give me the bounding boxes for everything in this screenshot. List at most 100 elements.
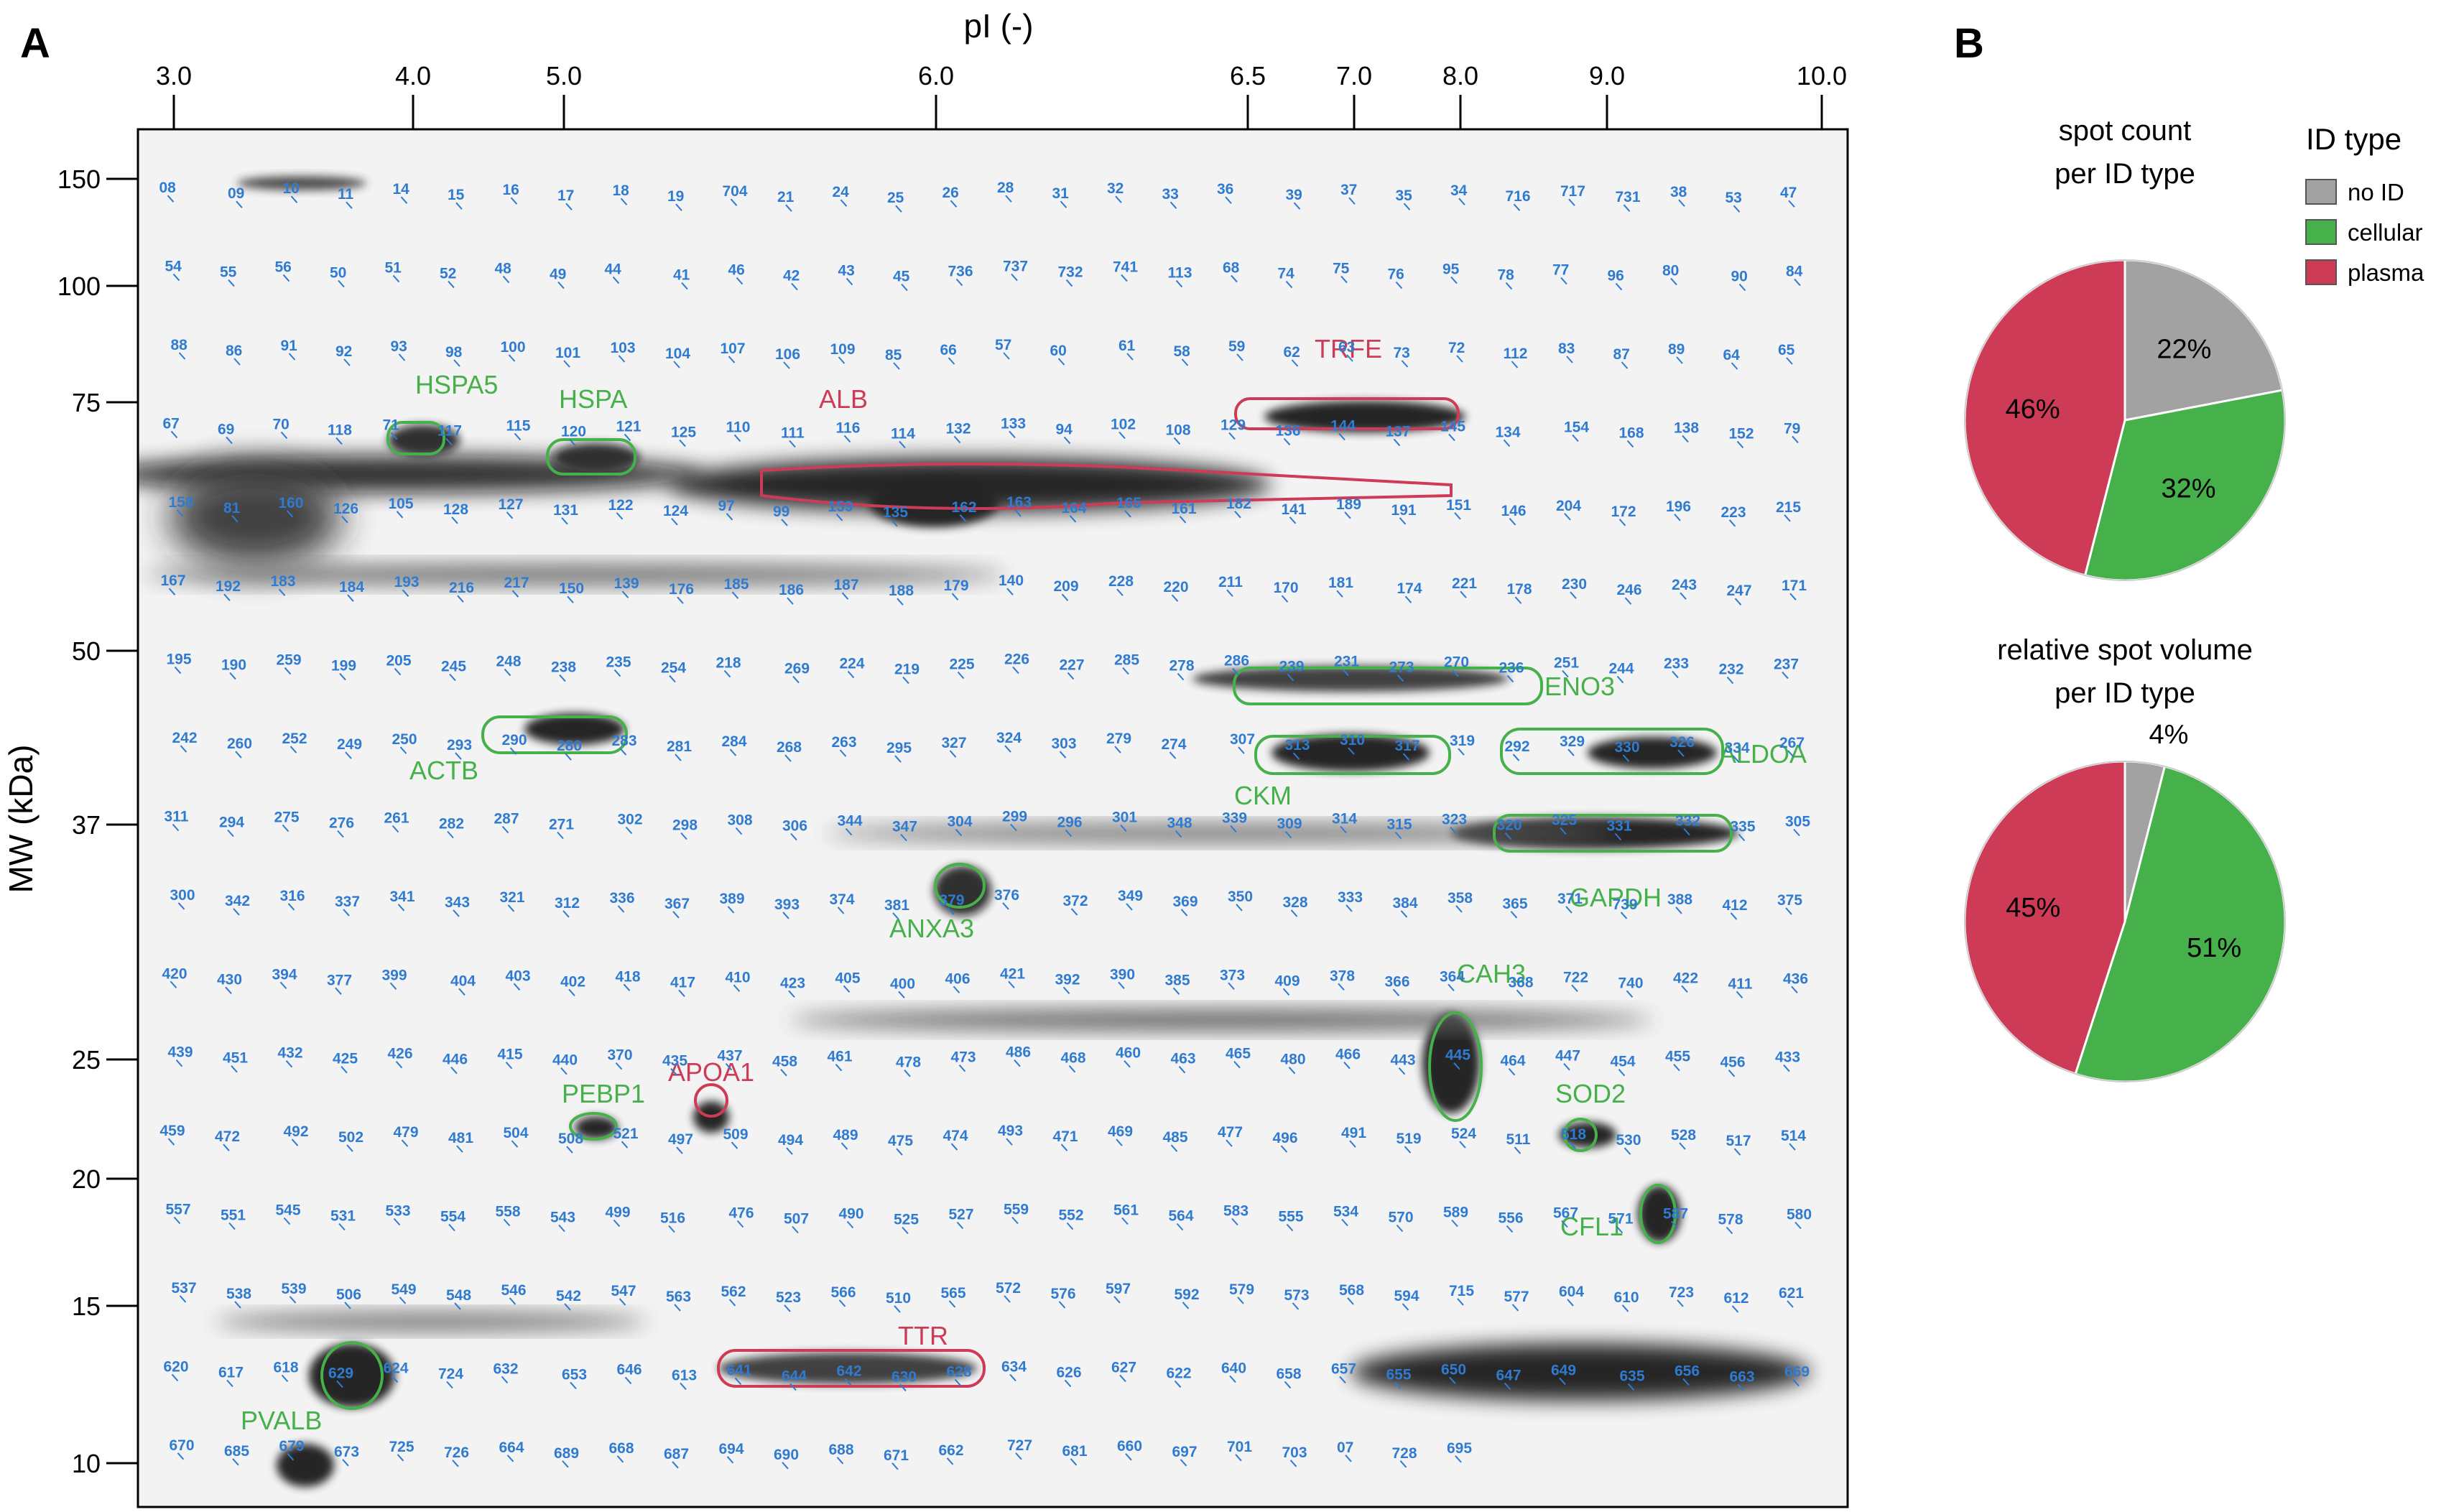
spot-label: 349 (1118, 888, 1143, 904)
spot-arrow (392, 825, 399, 833)
spot-label: 306 (782, 818, 807, 835)
spot-label: 622 (1167, 1365, 1192, 1381)
spot-arrow (1345, 1455, 1352, 1462)
spot-label: 204 (1556, 498, 1581, 514)
spot-arrow (563, 360, 570, 368)
spot-arrow (569, 438, 576, 447)
y-tick-label: 150 (57, 164, 101, 194)
spot-label: 38 (1670, 184, 1687, 200)
spot-arrow (1572, 434, 1579, 442)
spot-label: 25 (887, 190, 904, 206)
spot-arrow (681, 282, 688, 290)
protein-label-eno3: ENO3 (1544, 672, 1615, 701)
spot-label: 17 (557, 187, 574, 204)
legend-swatch-cellular (2305, 219, 2337, 245)
x-tick-label: 6.5 (1230, 61, 1266, 91)
spot-arrow (1563, 1063, 1570, 1071)
spot-label: 296 (1057, 815, 1083, 831)
gel-band (144, 565, 1006, 585)
spot-label: 64 (1723, 347, 1741, 363)
spot-arrow (1569, 1141, 1576, 1149)
spot-label: 451 (223, 1050, 248, 1067)
spot-label: 336 (610, 890, 635, 906)
spot-arrow (1450, 276, 1458, 284)
spot-label: 205 (386, 653, 412, 669)
spot-arrow (1002, 902, 1009, 910)
y-tick-label: 100 (57, 272, 101, 301)
spot-arrow (1176, 1223, 1184, 1231)
eno3-outline (1233, 667, 1543, 705)
spot-arrow (176, 509, 184, 517)
spot-arrow (904, 1070, 911, 1077)
spot-arrow (336, 1380, 343, 1388)
spot-label: 393 (774, 896, 800, 913)
protein-label-aldoa: ALDOA (1719, 739, 1807, 769)
spot-arrow (901, 283, 908, 292)
spot-arrow (1238, 746, 1245, 754)
spot-arrow (1009, 1373, 1016, 1382)
spot-label: 344 (838, 813, 863, 830)
spot-label: 524 (1451, 1126, 1476, 1142)
spot-arrow (723, 669, 731, 678)
spot-arrow (1726, 676, 1734, 685)
spot-label: 33 (1162, 186, 1179, 203)
spot-arrow (510, 197, 518, 205)
spot-arrow (567, 595, 574, 603)
spot-arrow (232, 1458, 239, 1466)
spot-arrow (1118, 981, 1125, 989)
spot-label: 150 (559, 580, 584, 597)
spot-arrow (1571, 984, 1578, 992)
spot-label: 647 (1496, 1367, 1521, 1383)
spot-label: 333 (1338, 889, 1363, 906)
spot-arrow (1347, 1297, 1354, 1305)
spot-label: 39 (1286, 187, 1302, 203)
spot-label: 221 (1452, 575, 1477, 592)
spot-arrow (725, 1063, 733, 1071)
protein-label-trfe: TRFE (1315, 334, 1382, 363)
spot-arrow (229, 672, 236, 680)
spot-label: 181 (1328, 575, 1353, 591)
apoa1-outline (694, 1083, 728, 1118)
spot-arrow (335, 987, 342, 995)
spot-arrow (290, 746, 297, 753)
spot-label: 184 (339, 579, 364, 595)
spot-arrow (792, 675, 800, 684)
spot-arrow (1009, 430, 1016, 439)
pie1-title-line1: spot count (2059, 115, 2192, 147)
pie-chart-spot-volume: 4% 51% 45% (1963, 720, 2287, 1083)
spot-label: 218 (716, 655, 741, 672)
spot-label: 463 (1171, 1051, 1196, 1067)
spot-label: 72 (1448, 340, 1465, 356)
spot-label: 96 (1608, 268, 1624, 284)
spot-label: 559 (1004, 1202, 1029, 1218)
spot-arrow (1785, 907, 1792, 915)
spot-label: 54 (165, 259, 182, 275)
spot-label: 246 (1617, 582, 1642, 598)
spot-label: 578 (1718, 1212, 1743, 1228)
spot-arrow (1677, 749, 1685, 757)
spot-arrow (1404, 595, 1412, 603)
spot-arrow (680, 832, 687, 840)
spot-arrow (278, 588, 286, 596)
spot-label: 573 (1284, 1287, 1310, 1304)
spot-arrow (675, 203, 682, 211)
spot-arrow (282, 824, 290, 832)
spot-arrow (835, 514, 843, 521)
spot-label: 649 (1551, 1362, 1576, 1378)
protein-label-gapdh: GAPDH (1570, 883, 1662, 912)
spot-arrow (736, 277, 744, 285)
spot-label: 460 (1116, 1045, 1141, 1062)
spot-arrow (170, 980, 177, 988)
spot-label: 617 (218, 1364, 244, 1381)
spot-arrow (726, 513, 733, 521)
spot-label: 151 (1446, 497, 1471, 514)
spot-arrow (1229, 1375, 1236, 1383)
spot-arrow (1069, 515, 1077, 523)
spot-label: 570 (1389, 1210, 1414, 1226)
spot-arrow (1175, 279, 1183, 288)
spot-label: 472 (215, 1128, 240, 1145)
spot-label: 42 (783, 268, 800, 284)
spot-arrow (1680, 592, 1687, 600)
gel-band (216, 1313, 647, 1330)
spot-label: 629 (328, 1365, 353, 1381)
